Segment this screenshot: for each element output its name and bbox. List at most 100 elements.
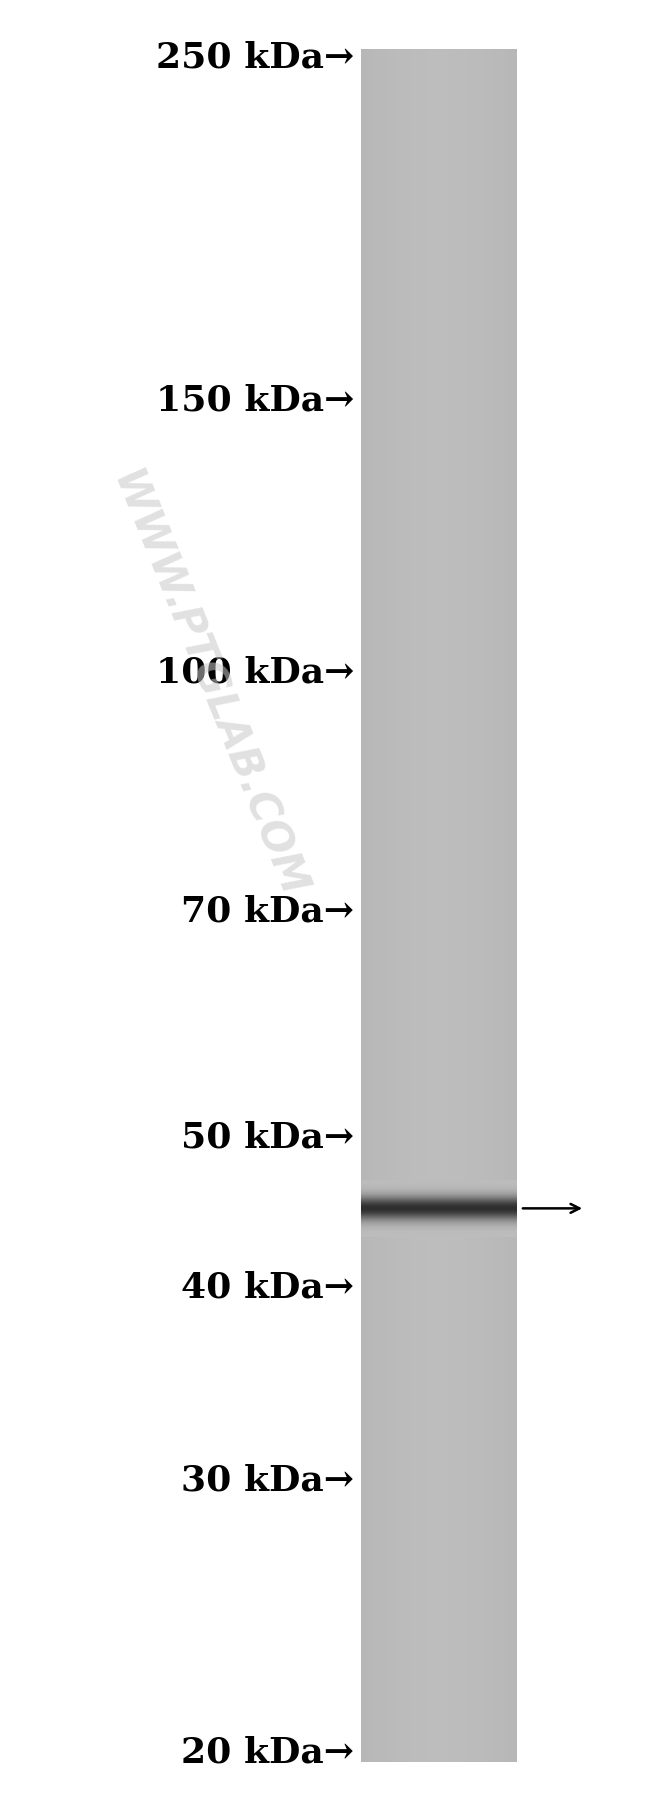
Bar: [468, 49, 470, 1762]
Bar: [361, 1316, 517, 1320]
Bar: [501, 49, 503, 1762]
Bar: [361, 703, 517, 709]
Bar: [361, 207, 517, 211]
Bar: [361, 871, 517, 874]
Bar: [361, 519, 517, 525]
Bar: [361, 1020, 517, 1024]
Bar: [361, 263, 517, 267]
Bar: [361, 301, 517, 305]
Bar: [484, 49, 486, 1762]
Bar: [402, 49, 404, 1762]
Bar: [361, 1033, 517, 1039]
Bar: [361, 1201, 517, 1204]
Bar: [361, 121, 517, 126]
Bar: [396, 49, 398, 1762]
Bar: [361, 1718, 517, 1724]
Bar: [361, 1702, 517, 1706]
Bar: [361, 1141, 517, 1145]
Bar: [361, 326, 517, 332]
Bar: [361, 1509, 517, 1513]
Bar: [361, 490, 517, 494]
Bar: [361, 507, 517, 512]
Bar: [361, 288, 517, 292]
Bar: [361, 1646, 517, 1650]
Bar: [361, 1085, 517, 1089]
Bar: [361, 640, 517, 644]
Bar: [361, 687, 517, 691]
Bar: [361, 1478, 517, 1484]
Bar: [361, 182, 517, 186]
Bar: [361, 404, 517, 409]
Bar: [450, 49, 452, 1762]
Bar: [361, 837, 517, 840]
Bar: [361, 563, 517, 566]
Bar: [361, 1304, 517, 1307]
Bar: [361, 930, 517, 936]
Bar: [361, 1251, 517, 1257]
Bar: [482, 49, 484, 1762]
Text: 250 kDa→: 250 kDa→: [156, 41, 354, 74]
Bar: [361, 108, 517, 114]
Bar: [361, 498, 517, 503]
Bar: [361, 600, 517, 606]
Bar: [361, 1677, 517, 1680]
Bar: [361, 1484, 517, 1487]
Bar: [361, 1475, 517, 1478]
Bar: [507, 49, 509, 1762]
Bar: [361, 1239, 517, 1244]
Bar: [361, 177, 517, 182]
Bar: [382, 49, 384, 1762]
Bar: [361, 649, 517, 653]
Bar: [361, 593, 517, 597]
Bar: [367, 49, 369, 1762]
Bar: [361, 678, 517, 683]
Bar: [361, 874, 517, 880]
Bar: [363, 49, 365, 1762]
Bar: [361, 1406, 517, 1410]
Bar: [361, 216, 517, 220]
Bar: [361, 1587, 517, 1590]
Bar: [361, 1295, 517, 1298]
Bar: [361, 986, 517, 992]
Bar: [361, 716, 517, 721]
Bar: [361, 721, 517, 725]
Bar: [421, 49, 423, 1762]
Bar: [361, 58, 517, 61]
Bar: [361, 476, 517, 481]
Bar: [361, 1531, 517, 1534]
Bar: [361, 883, 517, 889]
Bar: [361, 1313, 517, 1316]
Bar: [361, 867, 517, 871]
Bar: [361, 546, 517, 550]
Bar: [361, 1149, 517, 1154]
Bar: [361, 802, 517, 806]
Bar: [361, 858, 517, 862]
Bar: [361, 1368, 517, 1372]
Bar: [361, 1188, 517, 1192]
Bar: [361, 1204, 517, 1210]
Bar: [361, 1659, 517, 1662]
Bar: [361, 995, 517, 999]
Bar: [419, 49, 421, 1762]
Bar: [361, 1030, 517, 1033]
Bar: [417, 49, 419, 1762]
Bar: [361, 400, 517, 404]
Bar: [361, 1341, 517, 1347]
Bar: [361, 1291, 517, 1295]
Bar: [361, 902, 517, 905]
Bar: [361, 914, 517, 918]
Bar: [361, 1136, 517, 1141]
Bar: [425, 49, 427, 1762]
Bar: [361, 258, 517, 263]
Bar: [361, 79, 517, 83]
Bar: [361, 516, 517, 519]
Text: 70 kDa→: 70 kDa→: [181, 894, 354, 929]
Bar: [486, 49, 488, 1762]
Bar: [361, 1462, 517, 1466]
Bar: [476, 49, 478, 1762]
Bar: [361, 1167, 517, 1170]
Bar: [361, 1388, 517, 1394]
Bar: [361, 927, 517, 930]
Bar: [361, 1603, 517, 1608]
Bar: [361, 849, 517, 855]
